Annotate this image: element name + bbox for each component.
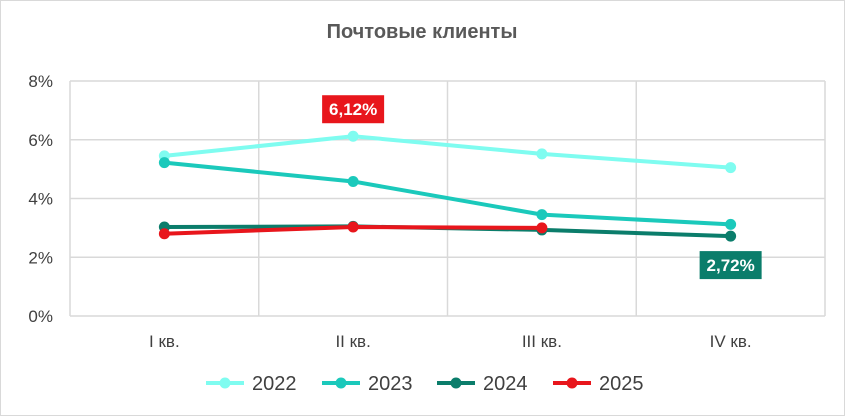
legend-marker — [219, 377, 231, 389]
callout-box — [322, 95, 385, 124]
data-label: 2,72% — [707, 256, 755, 275]
legend-item-2025: 2025 — [553, 373, 644, 395]
series-line-2022 — [162, 134, 733, 170]
data-point-2023 — [536, 209, 548, 221]
data-point-2022 — [536, 148, 548, 160]
series-group — [158, 130, 737, 242]
y-tick-label: 6% — [28, 131, 53, 150]
y-tick-label: 2% — [28, 248, 53, 267]
grid — [69, 80, 826, 317]
y-tick-label: 8% — [28, 72, 53, 91]
legend: 2022 2023 2024 2025 — [206, 373, 644, 395]
data-point-2022 — [725, 162, 737, 174]
data-point-2023 — [347, 175, 359, 187]
x-tick-label: II кв. — [335, 332, 370, 351]
y-axis-ticks: 0% 2% 4% 6% 8% — [28, 72, 53, 326]
series-2023 — [158, 157, 737, 230]
chart-title: Почтовые клиенты — [327, 21, 518, 43]
x-tick-label: IV кв. — [710, 332, 752, 351]
x-tick-label: I кв. — [149, 332, 180, 351]
y-tick-label: 4% — [28, 190, 53, 209]
legend-item-2024: 2024 — [437, 373, 528, 395]
callout-box — [699, 251, 762, 280]
x-tick-label: III кв. — [522, 332, 562, 351]
data-point-2025 — [347, 221, 359, 233]
legend-marker — [450, 377, 462, 389]
legend-label: 2025 — [599, 373, 644, 395]
series-line-2023 — [162, 160, 733, 227]
legend-marker — [335, 377, 347, 389]
legend-label: 2023 — [368, 373, 413, 395]
data-point-2025 — [158, 228, 170, 240]
x-axis-ticks: I кв. II кв. III кв. IV кв. — [149, 332, 752, 351]
data-point-2023 — [158, 157, 170, 169]
y-tick-label: 0% — [28, 307, 53, 326]
data-point-2022 — [347, 130, 359, 142]
legend-label: 2022 — [252, 373, 297, 395]
series-2025 — [158, 221, 548, 240]
data-callouts: 6,12% 2,72% — [322, 95, 762, 280]
data-point-2023 — [725, 218, 737, 230]
legend-marker — [566, 377, 578, 389]
legend-item-2022: 2022 — [206, 373, 297, 395]
legend-item-2023: 2023 — [322, 373, 413, 395]
data-point-2025 — [536, 222, 548, 234]
data-point-2024 — [725, 230, 737, 242]
legend-label: 2024 — [483, 373, 528, 395]
data-label: 6,12% — [329, 100, 377, 119]
